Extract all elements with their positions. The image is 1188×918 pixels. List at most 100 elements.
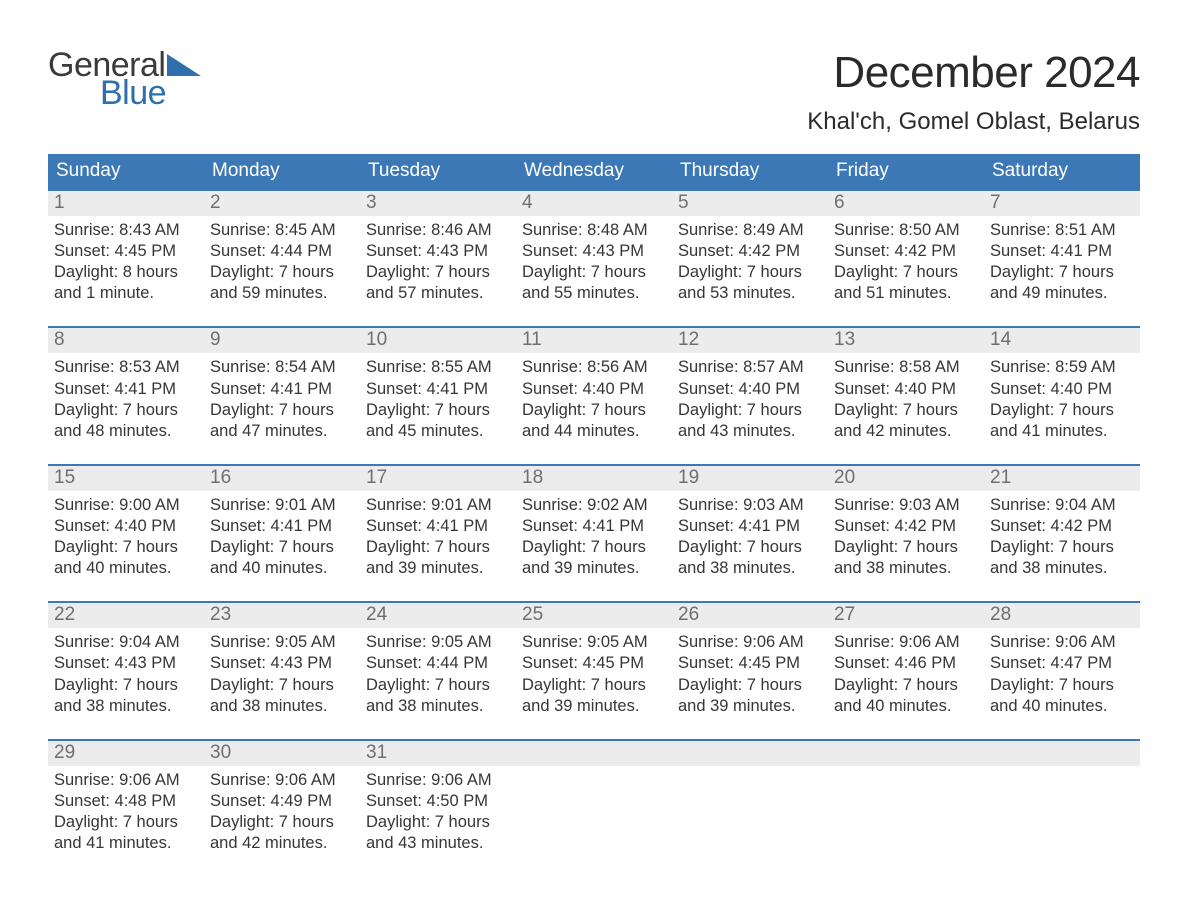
day-cell: Sunrise: 9:03 AMSunset: 4:42 PMDaylight:…: [828, 491, 984, 579]
day-number: 8: [48, 328, 204, 353]
day-dl1: Daylight: 7 hours: [990, 537, 1134, 558]
day-number: 17: [360, 466, 516, 491]
day-number: 18: [516, 466, 672, 491]
day-number: 7: [984, 191, 1140, 216]
day-cell: Sunrise: 8:55 AMSunset: 4:41 PMDaylight:…: [360, 353, 516, 441]
day-dl1: Daylight: 7 hours: [834, 400, 978, 421]
day-sunrise: Sunrise: 9:02 AM: [522, 495, 666, 516]
weekday-header: Saturday: [984, 154, 1140, 189]
logo-text-blue: Blue: [100, 76, 201, 110]
day-dl1: Daylight: 7 hours: [366, 400, 510, 421]
day-sunset: Sunset: 4:45 PM: [522, 653, 666, 674]
day-cell: Sunrise: 9:06 AMSunset: 4:49 PMDaylight:…: [204, 766, 360, 854]
day-dl2: and 40 minutes.: [210, 558, 354, 579]
day-dl1: Daylight: 7 hours: [522, 675, 666, 696]
day-number: 26: [672, 603, 828, 628]
day-dl2: and 53 minutes.: [678, 283, 822, 304]
day-dl1: Daylight: 7 hours: [678, 400, 822, 421]
day-cell: Sunrise: 9:05 AMSunset: 4:45 PMDaylight:…: [516, 628, 672, 716]
day-sunrise: Sunrise: 9:06 AM: [54, 770, 198, 791]
day-cell: Sunrise: 8:49 AMSunset: 4:42 PMDaylight:…: [672, 216, 828, 304]
day-number: 12: [672, 328, 828, 353]
day-cell: [672, 766, 828, 854]
day-sunset: Sunset: 4:42 PM: [990, 516, 1134, 537]
day-number: [516, 741, 672, 766]
day-sunset: Sunset: 4:42 PM: [834, 516, 978, 537]
day-dl2: and 43 minutes.: [678, 421, 822, 442]
day-dl1: Daylight: 7 hours: [210, 537, 354, 558]
title-block: December 2024 Khal'ch, Gomel Oblast, Bel…: [807, 48, 1140, 136]
day-cell: Sunrise: 9:06 AMSunset: 4:47 PMDaylight:…: [984, 628, 1140, 716]
day-dl2: and 42 minutes.: [834, 421, 978, 442]
day-dl1: Daylight: 7 hours: [522, 400, 666, 421]
day-sunset: Sunset: 4:40 PM: [522, 379, 666, 400]
day-cell: Sunrise: 9:05 AMSunset: 4:44 PMDaylight:…: [360, 628, 516, 716]
day-cell: Sunrise: 8:45 AMSunset: 4:44 PMDaylight:…: [204, 216, 360, 304]
day-sunset: Sunset: 4:50 PM: [366, 791, 510, 812]
day-dl2: and 45 minutes.: [366, 421, 510, 442]
day-sunset: Sunset: 4:42 PM: [678, 241, 822, 262]
day-sunrise: Sunrise: 8:48 AM: [522, 220, 666, 241]
day-sunrise: Sunrise: 8:43 AM: [54, 220, 198, 241]
day-sunset: Sunset: 4:43 PM: [522, 241, 666, 262]
day-number: [672, 741, 828, 766]
day-number: 10: [360, 328, 516, 353]
day-dl2: and 57 minutes.: [366, 283, 510, 304]
day-sunset: Sunset: 4:43 PM: [210, 653, 354, 674]
day-dl2: and 41 minutes.: [54, 833, 198, 854]
day-cell: Sunrise: 9:04 AMSunset: 4:43 PMDaylight:…: [48, 628, 204, 716]
day-number: 25: [516, 603, 672, 628]
day-sunset: Sunset: 4:41 PM: [54, 379, 198, 400]
day-dl2: and 48 minutes.: [54, 421, 198, 442]
day-sunset: Sunset: 4:42 PM: [834, 241, 978, 262]
day-sunrise: Sunrise: 8:54 AM: [210, 357, 354, 378]
day-sunset: Sunset: 4:41 PM: [366, 516, 510, 537]
day-sunset: Sunset: 4:47 PM: [990, 653, 1134, 674]
day-dl1: Daylight: 7 hours: [54, 675, 198, 696]
day-cell: Sunrise: 8:43 AMSunset: 4:45 PMDaylight:…: [48, 216, 204, 304]
day-number: 15: [48, 466, 204, 491]
day-cell: Sunrise: 8:51 AMSunset: 4:41 PMDaylight:…: [984, 216, 1140, 304]
day-cell: Sunrise: 9:03 AMSunset: 4:41 PMDaylight:…: [672, 491, 828, 579]
day-cell: Sunrise: 9:02 AMSunset: 4:41 PMDaylight:…: [516, 491, 672, 579]
day-number: 21: [984, 466, 1140, 491]
calendar: Sunday Monday Tuesday Wednesday Thursday…: [48, 154, 1140, 854]
day-sunrise: Sunrise: 8:49 AM: [678, 220, 822, 241]
day-sunrise: Sunrise: 9:05 AM: [522, 632, 666, 653]
day-number: 2: [204, 191, 360, 216]
day-dl1: Daylight: 7 hours: [366, 537, 510, 558]
day-dl2: and 39 minutes.: [366, 558, 510, 579]
daynum-row: 891011121314: [48, 328, 1140, 353]
day-sunset: Sunset: 4:43 PM: [366, 241, 510, 262]
day-dl2: and 47 minutes.: [210, 421, 354, 442]
daynum-row: 293031: [48, 741, 1140, 766]
day-sunset: Sunset: 4:43 PM: [54, 653, 198, 674]
day-dl2: and 39 minutes.: [678, 696, 822, 717]
day-cell: Sunrise: 9:04 AMSunset: 4:42 PMDaylight:…: [984, 491, 1140, 579]
day-dl1: Daylight: 7 hours: [834, 262, 978, 283]
day-number: 5: [672, 191, 828, 216]
day-cell: Sunrise: 8:59 AMSunset: 4:40 PMDaylight:…: [984, 353, 1140, 441]
day-cell: Sunrise: 8:46 AMSunset: 4:43 PMDaylight:…: [360, 216, 516, 304]
day-cell: Sunrise: 9:06 AMSunset: 4:48 PMDaylight:…: [48, 766, 204, 854]
day-sunrise: Sunrise: 8:53 AM: [54, 357, 198, 378]
day-sunset: Sunset: 4:40 PM: [990, 379, 1134, 400]
day-sunrise: Sunrise: 9:06 AM: [678, 632, 822, 653]
day-cell: [984, 766, 1140, 854]
day-dl2: and 1 minute.: [54, 283, 198, 304]
day-dl2: and 49 minutes.: [990, 283, 1134, 304]
day-dl1: Daylight: 7 hours: [210, 262, 354, 283]
day-dl1: Daylight: 7 hours: [210, 812, 354, 833]
day-number: 9: [204, 328, 360, 353]
day-sunrise: Sunrise: 8:45 AM: [210, 220, 354, 241]
day-number: 16: [204, 466, 360, 491]
day-sunrise: Sunrise: 9:01 AM: [366, 495, 510, 516]
day-sunrise: Sunrise: 9:06 AM: [366, 770, 510, 791]
day-sunset: Sunset: 4:41 PM: [522, 516, 666, 537]
day-sunrise: Sunrise: 9:03 AM: [834, 495, 978, 516]
day-sunset: Sunset: 4:40 PM: [834, 379, 978, 400]
day-sunrise: Sunrise: 9:06 AM: [210, 770, 354, 791]
day-number: 20: [828, 466, 984, 491]
day-number: 3: [360, 191, 516, 216]
day-dl1: Daylight: 7 hours: [834, 675, 978, 696]
